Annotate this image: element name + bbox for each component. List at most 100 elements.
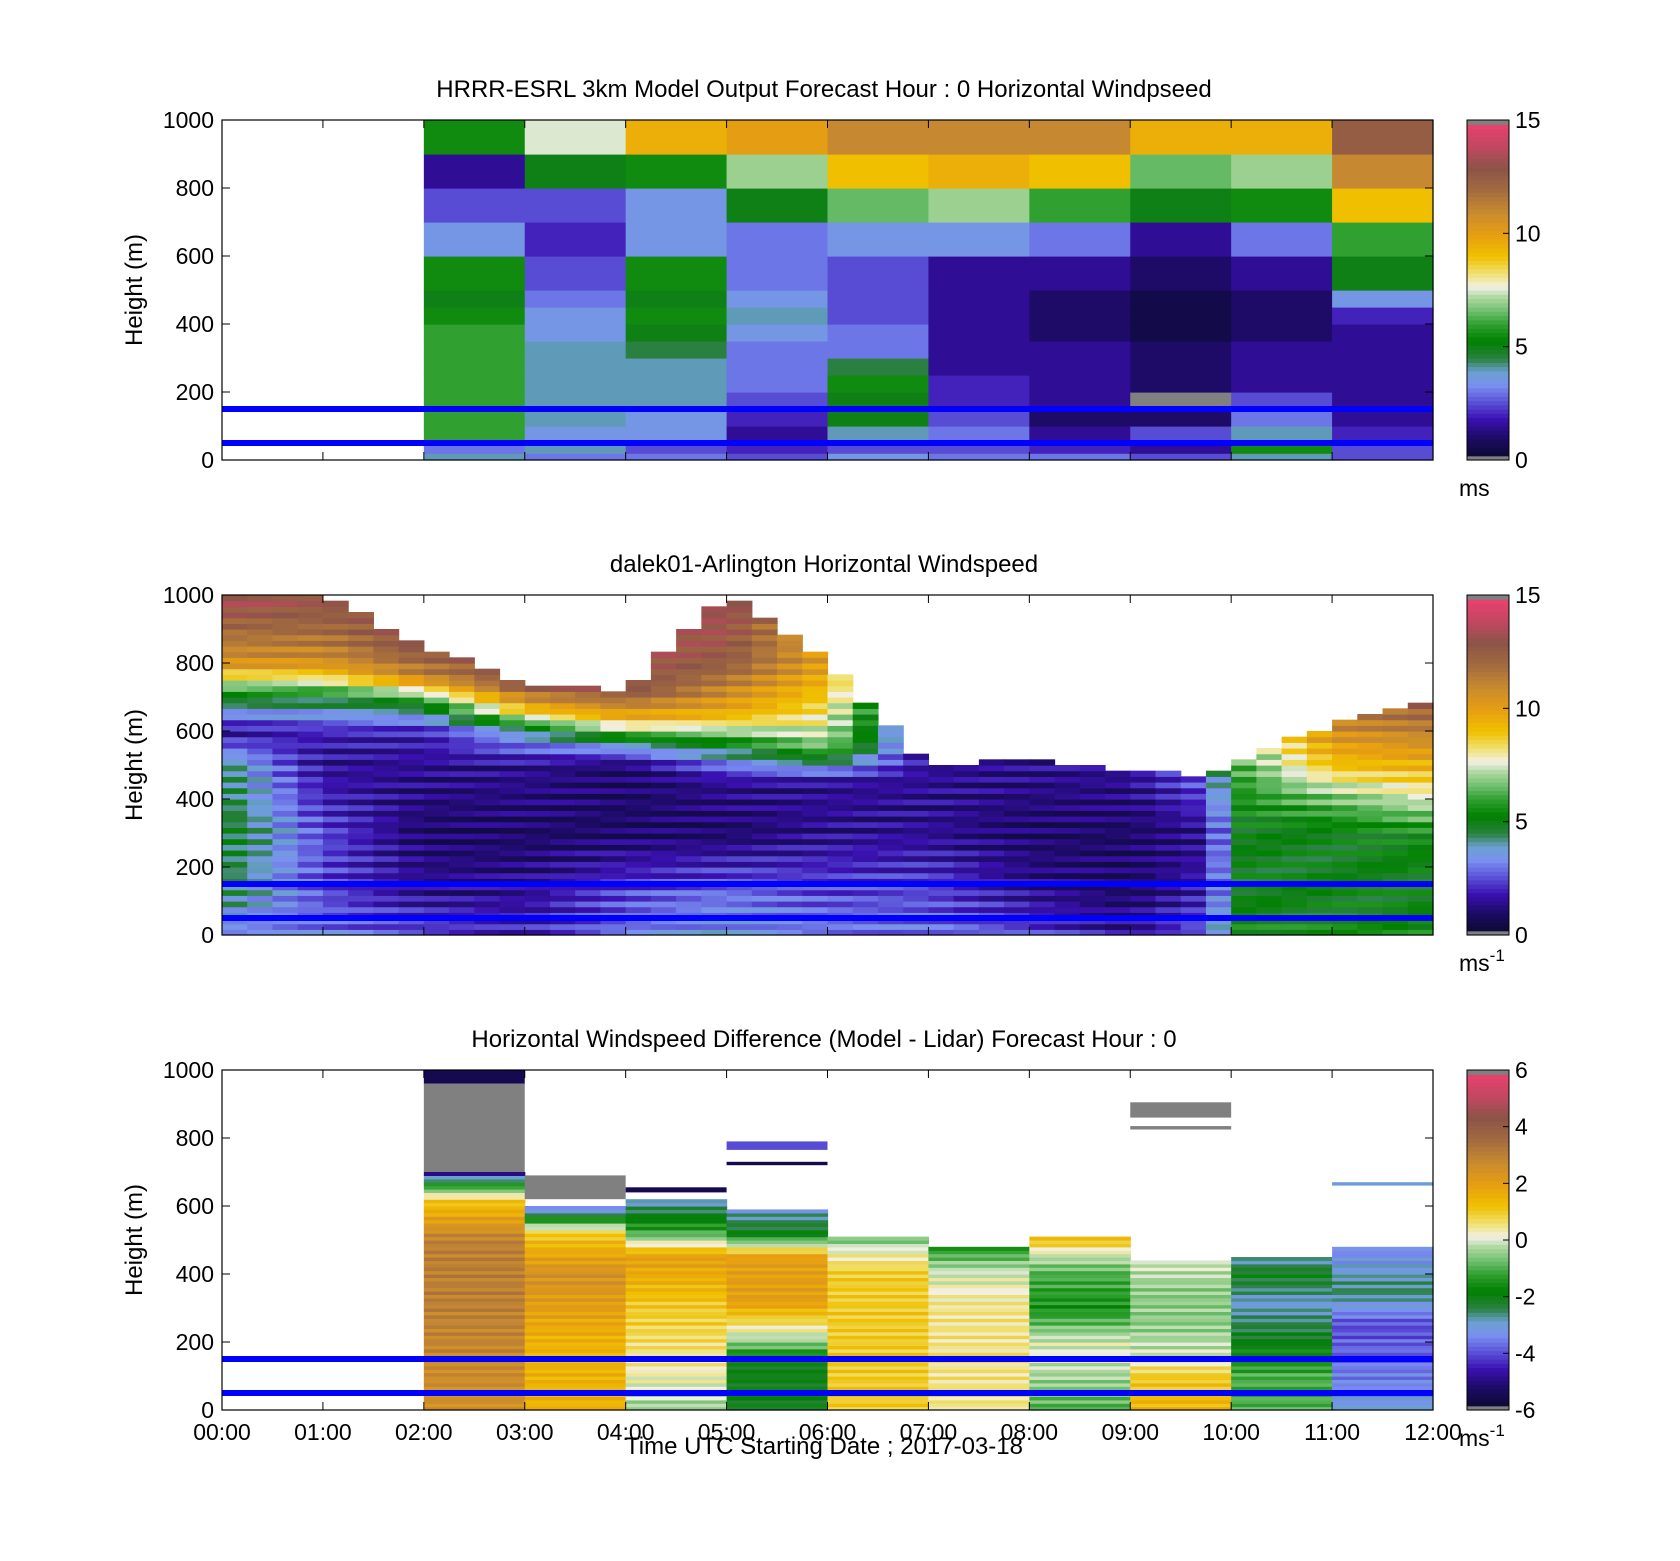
heatmap-cell xyxy=(398,680,425,687)
heatmap-cell xyxy=(423,375,526,393)
colorbar-cell xyxy=(1467,188,1509,193)
heatmap-cell xyxy=(423,1206,526,1210)
heatmap-cell xyxy=(474,918,501,925)
heatmap-cell xyxy=(272,657,299,664)
heatmap-cell xyxy=(701,629,728,636)
heatmap-cell xyxy=(1180,906,1207,913)
heatmap-cell xyxy=(726,443,829,454)
heatmap-cell xyxy=(1180,929,1207,936)
heatmap-cell xyxy=(474,714,501,721)
colorbar-cell xyxy=(1467,667,1509,673)
colorbar-cell xyxy=(1467,1159,1509,1165)
heatmap-cell xyxy=(272,748,299,755)
heatmap-cell xyxy=(978,838,1005,845)
heatmap-cell xyxy=(928,1325,1030,1329)
heatmap-cell xyxy=(928,867,955,874)
heatmap-cell xyxy=(398,844,425,851)
heatmap-cell xyxy=(524,708,551,715)
heatmap-cell xyxy=(575,799,602,806)
heatmap-cell xyxy=(1407,884,1434,891)
heatmap-cell xyxy=(423,1304,526,1309)
y-tick-label: 0 xyxy=(201,1397,214,1423)
heatmap-cell xyxy=(1180,782,1207,789)
heatmap-cell xyxy=(1180,850,1207,857)
heatmap-cell xyxy=(499,895,526,902)
heatmap-cell xyxy=(877,787,904,794)
heatmap-cell xyxy=(348,714,374,721)
heatmap-cell xyxy=(322,929,349,936)
heatmap-cell xyxy=(524,256,627,291)
colorbar-cell xyxy=(1467,641,1509,647)
heatmap-cell xyxy=(625,1297,728,1302)
heatmap-cell xyxy=(524,1219,627,1224)
heatmap-cell xyxy=(701,821,728,828)
colorbar-cell xyxy=(1467,867,1509,872)
heatmap-cell xyxy=(928,1386,1030,1391)
heatmap-cell xyxy=(751,844,778,851)
heatmap-cell xyxy=(726,1345,829,1350)
colorbar-cell xyxy=(1467,455,1509,461)
heatmap-cell xyxy=(499,867,526,874)
heatmap-cell xyxy=(676,725,702,732)
heatmap-cell xyxy=(928,188,1030,223)
heatmap-cell xyxy=(1357,889,1384,896)
heatmap-cell xyxy=(348,895,374,902)
heatmap-cell xyxy=(903,850,930,857)
heatmap-cell xyxy=(524,1406,627,1411)
colorbar-cell xyxy=(1467,1286,1509,1292)
heatmap-cell xyxy=(322,702,349,709)
heatmap-cell xyxy=(650,770,677,777)
heatmap-cell xyxy=(1332,782,1358,789)
heatmap-cell xyxy=(524,1308,627,1312)
heatmap-cell xyxy=(398,901,425,908)
heatmap-cell xyxy=(1130,1263,1232,1268)
heatmap-cell xyxy=(1029,770,1056,777)
heatmap-cell xyxy=(827,1352,930,1357)
heatmap-cell xyxy=(575,787,602,794)
heatmap-cell xyxy=(928,816,955,823)
heatmap-cell xyxy=(1407,827,1434,834)
heatmap-cell xyxy=(449,799,475,806)
heatmap-cell xyxy=(827,154,930,189)
heatmap-cell xyxy=(726,1311,829,1316)
heatmap-cell xyxy=(449,850,475,857)
heatmap-cell xyxy=(1231,810,1257,817)
heatmap-cell xyxy=(726,1379,829,1384)
heatmap-cell xyxy=(726,1331,829,1336)
colorbar-cell xyxy=(1467,451,1509,457)
colorbar-tick-label: -2 xyxy=(1515,1284,1535,1310)
heatmap-cell xyxy=(549,884,576,891)
heatmap-cell xyxy=(1231,759,1257,766)
heatmap-cell xyxy=(953,918,980,925)
heatmap-cell xyxy=(1029,1253,1131,1258)
heatmap-cell xyxy=(726,1365,829,1370)
heatmap-cell xyxy=(423,663,450,670)
heatmap-cell xyxy=(802,685,829,692)
heatmap-cell xyxy=(524,748,551,755)
heatmap-cell xyxy=(1332,923,1358,930)
heatmap-cell xyxy=(827,889,854,896)
y-tick-label: 400 xyxy=(176,1261,214,1287)
heatmap-cell xyxy=(701,850,728,857)
heatmap-cell xyxy=(1357,923,1384,930)
heatmap-cell xyxy=(297,923,324,930)
heatmap-cell xyxy=(423,731,450,738)
heatmap-cell xyxy=(524,290,627,308)
heatmap-cell xyxy=(423,1297,526,1302)
colorbar-cell xyxy=(1467,1125,1509,1131)
heatmap-cell xyxy=(524,719,551,726)
heatmap-cell xyxy=(802,787,829,794)
heatmap-cell xyxy=(499,770,526,777)
heatmap-cell xyxy=(297,629,324,636)
heatmap-cell xyxy=(726,426,829,444)
heatmap-cell xyxy=(701,923,728,930)
heatmap-cell xyxy=(1029,1291,1131,1295)
heatmap-cell xyxy=(449,844,475,851)
heatmap-cell xyxy=(1231,787,1257,794)
heatmap-cell xyxy=(524,1379,627,1384)
heatmap-cell xyxy=(1332,1297,1434,1302)
heatmap-cell xyxy=(827,1314,930,1319)
colorbar-tick-label: 10 xyxy=(1515,220,1541,246)
heatmap-cell xyxy=(802,895,829,902)
